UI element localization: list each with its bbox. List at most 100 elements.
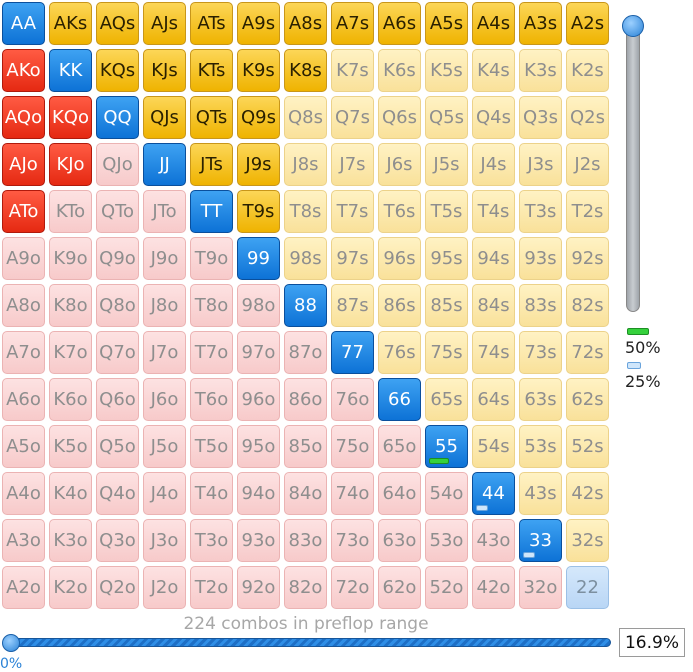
hand-cell-92o[interactable]: 92o xyxy=(237,566,280,609)
hand-cell-q2s[interactable]: Q2s xyxy=(566,96,609,139)
hand-cell-aqs[interactable]: AQs xyxy=(96,2,139,45)
hand-cell-t3o[interactable]: T3o xyxy=(190,519,233,562)
hand-cell-kjs[interactable]: KJs xyxy=(143,49,186,92)
hand-cell-66[interactable]: 66 xyxy=(378,378,421,421)
hand-cell-43s[interactable]: 43s xyxy=(519,472,562,515)
hand-cell-q8o[interactable]: Q8o xyxy=(96,284,139,327)
hand-cell-j2o[interactable]: J2o xyxy=(143,566,186,609)
hand-cell-a4o[interactable]: A4o xyxy=(2,472,45,515)
hand-cell-63s[interactable]: 63s xyxy=(519,378,562,421)
hand-cell-62s[interactable]: 62s xyxy=(566,378,609,421)
hand-cell-a2o[interactable]: A2o xyxy=(2,566,45,609)
hand-cell-87s[interactable]: 87s xyxy=(331,284,374,327)
hand-cell-k6s[interactable]: K6s xyxy=(378,49,421,92)
hand-cell-k8s[interactable]: K8s xyxy=(284,49,327,92)
hand-cell-82s[interactable]: 82s xyxy=(566,284,609,327)
range-percent-slider-thumb[interactable] xyxy=(2,634,20,652)
hand-cell-q3o[interactable]: Q3o xyxy=(96,519,139,562)
range-vertical-slider-thumb[interactable] xyxy=(622,15,644,37)
hand-cell-j3o[interactable]: J3o xyxy=(143,519,186,562)
hand-cell-a7o[interactable]: A7o xyxy=(2,331,45,374)
hand-cell-88[interactable]: 88 xyxy=(284,284,327,327)
hand-cell-87o[interactable]: 87o xyxy=(284,331,327,374)
hand-cell-92s[interactable]: 92s xyxy=(566,237,609,280)
hand-cell-54s[interactable]: 54s xyxy=(472,425,515,468)
hand-cell-k6o[interactable]: K6o xyxy=(49,378,92,421)
hand-cell-73o[interactable]: 73o xyxy=(331,519,374,562)
hand-cell-q5o[interactable]: Q5o xyxy=(96,425,139,468)
hand-cell-44[interactable]: 44 xyxy=(472,472,515,515)
hand-cell-tt[interactable]: TT xyxy=(190,190,233,233)
hand-cell-63o[interactable]: 63o xyxy=(378,519,421,562)
hand-cell-a8o[interactable]: A8o xyxy=(2,284,45,327)
hand-cell-98s[interactable]: 98s xyxy=(284,237,327,280)
hand-cell-ato[interactable]: ATo xyxy=(2,190,45,233)
range-vertical-slider-track[interactable] xyxy=(626,20,640,312)
hand-cell-kto[interactable]: KTo xyxy=(49,190,92,233)
hand-cell-93o[interactable]: 93o xyxy=(237,519,280,562)
hand-cell-jj[interactable]: JJ xyxy=(143,143,186,186)
hand-cell-65o[interactable]: 65o xyxy=(378,425,421,468)
hand-cell-62o[interactable]: 62o xyxy=(378,566,421,609)
hand-cell-a6s[interactable]: A6s xyxy=(378,2,421,45)
hand-cell-k5o[interactable]: K5o xyxy=(49,425,92,468)
hand-cell-33[interactable]: 33 xyxy=(519,519,562,562)
hand-cell-j7s[interactable]: J7s xyxy=(331,143,374,186)
hand-cell-t2s[interactable]: T2s xyxy=(566,190,609,233)
hand-cell-95s[interactable]: 95s xyxy=(425,237,468,280)
hand-cell-j9s[interactable]: J9s xyxy=(237,143,280,186)
hand-cell-42o[interactable]: 42o xyxy=(472,566,515,609)
hand-cell-55[interactable]: 55 xyxy=(425,425,468,468)
hand-cell-77[interactable]: 77 xyxy=(331,331,374,374)
hand-cell-32s[interactable]: 32s xyxy=(566,519,609,562)
hand-cell-aa[interactable]: AA xyxy=(2,2,45,45)
hand-cell-64s[interactable]: 64s xyxy=(472,378,515,421)
hand-cell-t6s[interactable]: T6s xyxy=(378,190,421,233)
range-percent-value[interactable]: 16.9% xyxy=(619,628,685,657)
hand-cell-93s[interactable]: 93s xyxy=(519,237,562,280)
range-percent-slider-track[interactable] xyxy=(3,638,611,647)
hand-cell-83s[interactable]: 83s xyxy=(519,284,562,327)
hand-cell-t4o[interactable]: T4o xyxy=(190,472,233,515)
hand-cell-qjs[interactable]: QJs xyxy=(143,96,186,139)
hand-cell-q5s[interactable]: Q5s xyxy=(425,96,468,139)
hand-cell-t4s[interactable]: T4s xyxy=(472,190,515,233)
hand-cell-a3s[interactable]: A3s xyxy=(519,2,562,45)
hand-cell-53o[interactable]: 53o xyxy=(425,519,468,562)
hand-cell-j9o[interactable]: J9o xyxy=(143,237,186,280)
hand-cell-t7o[interactable]: T7o xyxy=(190,331,233,374)
hand-cell-a5o[interactable]: A5o xyxy=(2,425,45,468)
hand-cell-86s[interactable]: 86s xyxy=(378,284,421,327)
hand-cell-32o[interactable]: 32o xyxy=(519,566,562,609)
hand-cell-qjo[interactable]: QJo xyxy=(96,143,139,186)
hand-cell-a3o[interactable]: A3o xyxy=(2,519,45,562)
hand-cell-j3s[interactable]: J3s xyxy=(519,143,562,186)
hand-cell-72s[interactable]: 72s xyxy=(566,331,609,374)
hand-cell-k9o[interactable]: K9o xyxy=(49,237,92,280)
hand-cell-85s[interactable]: 85s xyxy=(425,284,468,327)
hand-cell-74o[interactable]: 74o xyxy=(331,472,374,515)
hand-cell-qq[interactable]: QQ xyxy=(96,96,139,139)
hand-cell-j4s[interactable]: J4s xyxy=(472,143,515,186)
hand-cell-64o[interactable]: 64o xyxy=(378,472,421,515)
hand-cell-a2s[interactable]: A2s xyxy=(566,2,609,45)
hand-cell-96s[interactable]: 96s xyxy=(378,237,421,280)
hand-cell-k4o[interactable]: K4o xyxy=(49,472,92,515)
hand-cell-kk[interactable]: KK xyxy=(49,49,92,92)
hand-cell-84s[interactable]: 84s xyxy=(472,284,515,327)
hand-cell-jto[interactable]: JTo xyxy=(143,190,186,233)
hand-cell-k7o[interactable]: K7o xyxy=(49,331,92,374)
hand-cell-ako[interactable]: AKo xyxy=(2,49,45,92)
hand-cell-j2s[interactable]: J2s xyxy=(566,143,609,186)
hand-cell-j5o[interactable]: J5o xyxy=(143,425,186,468)
hand-cell-94s[interactable]: 94s xyxy=(472,237,515,280)
hand-cell-q6s[interactable]: Q6s xyxy=(378,96,421,139)
hand-cell-76o[interactable]: 76o xyxy=(331,378,374,421)
hand-cell-t7s[interactable]: T7s xyxy=(331,190,374,233)
hand-cell-j4o[interactable]: J4o xyxy=(143,472,186,515)
hand-cell-82o[interactable]: 82o xyxy=(284,566,327,609)
hand-cell-q9s[interactable]: Q9s xyxy=(237,96,280,139)
hand-cell-aqo[interactable]: AQo xyxy=(2,96,45,139)
hand-cell-76s[interactable]: 76s xyxy=(378,331,421,374)
hand-cell-kqs[interactable]: KQs xyxy=(96,49,139,92)
